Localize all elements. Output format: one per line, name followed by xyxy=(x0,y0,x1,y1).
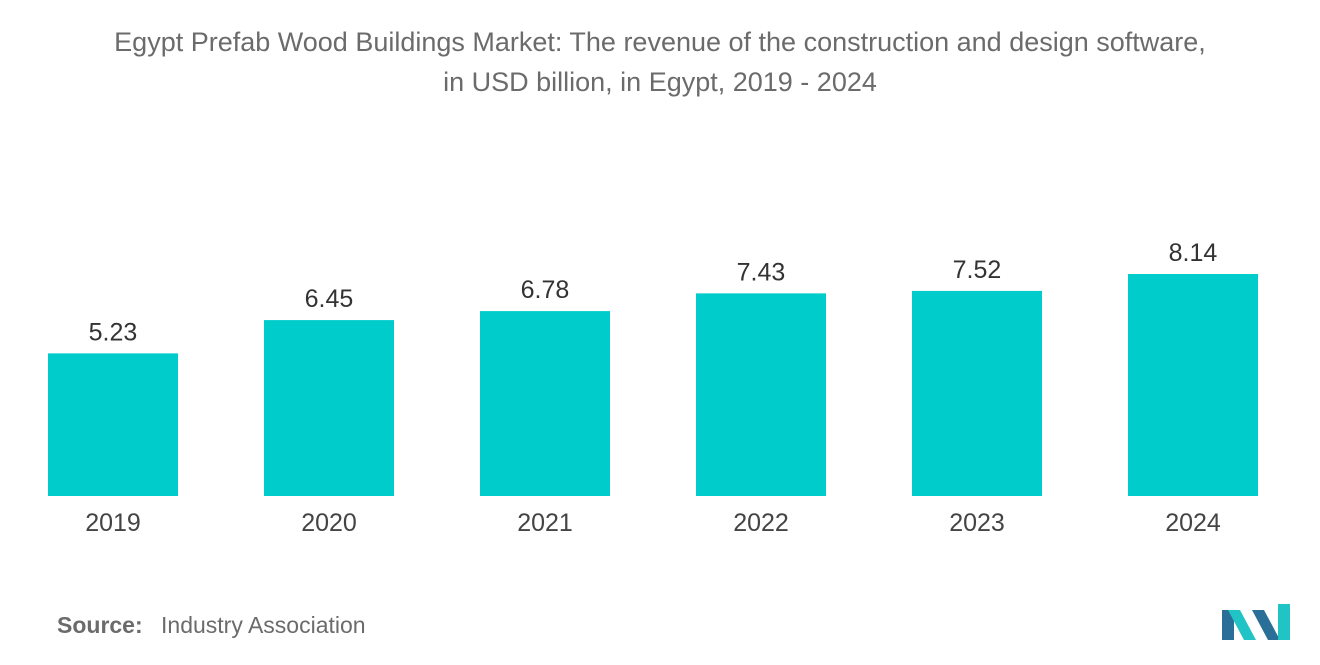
logo-right-bar xyxy=(1278,604,1290,640)
data-label-2024: 8.14 xyxy=(1169,239,1218,267)
logo-left-bar xyxy=(1222,610,1234,640)
logo-right-diagonal xyxy=(1252,610,1280,640)
x-tick-label-2023: 2023 xyxy=(949,509,1005,537)
x-tick-label-2022: 2022 xyxy=(733,509,789,537)
data-label-2020: 6.45 xyxy=(305,285,354,313)
source-note: Source: Industry Association xyxy=(57,612,366,639)
x-tick-label-2019: 2019 xyxy=(85,509,141,537)
bar-2023 xyxy=(912,290,1042,496)
source-label: Source: xyxy=(57,612,143,638)
bar-2022 xyxy=(696,293,826,496)
data-label-2022: 7.43 xyxy=(737,258,786,286)
data-label-2023: 7.52 xyxy=(953,256,1002,284)
chart-title-line-1: Egypt Prefab Wood Buildings Market: The … xyxy=(114,27,1206,57)
bar-2024 xyxy=(1128,274,1258,496)
x-tick-label-2024: 2024 xyxy=(1165,509,1221,537)
bar-chart: 5.23 2019 6.45 2020 6.78 2021 7.43 2022 7.52 2023… xyxy=(48,239,1258,537)
bar-2021 xyxy=(480,311,610,496)
x-tick-label-2020: 2020 xyxy=(301,509,357,537)
source-value: Industry Association xyxy=(161,612,366,638)
chart-title-line-2: in USD billion, in Egypt, 2019 - 2024 xyxy=(443,67,877,97)
brand-logo-icon xyxy=(1222,604,1290,640)
chart-title: Egypt Prefab Wood Buildings Market: The … xyxy=(0,22,1320,102)
data-label-2021: 6.78 xyxy=(521,276,570,304)
bar-2019 xyxy=(48,353,178,496)
logo-left-diagonal xyxy=(1228,610,1256,640)
x-tick-label-2021: 2021 xyxy=(517,509,573,537)
bar-2020 xyxy=(264,320,394,496)
data-label-2019: 5.23 xyxy=(89,318,138,346)
